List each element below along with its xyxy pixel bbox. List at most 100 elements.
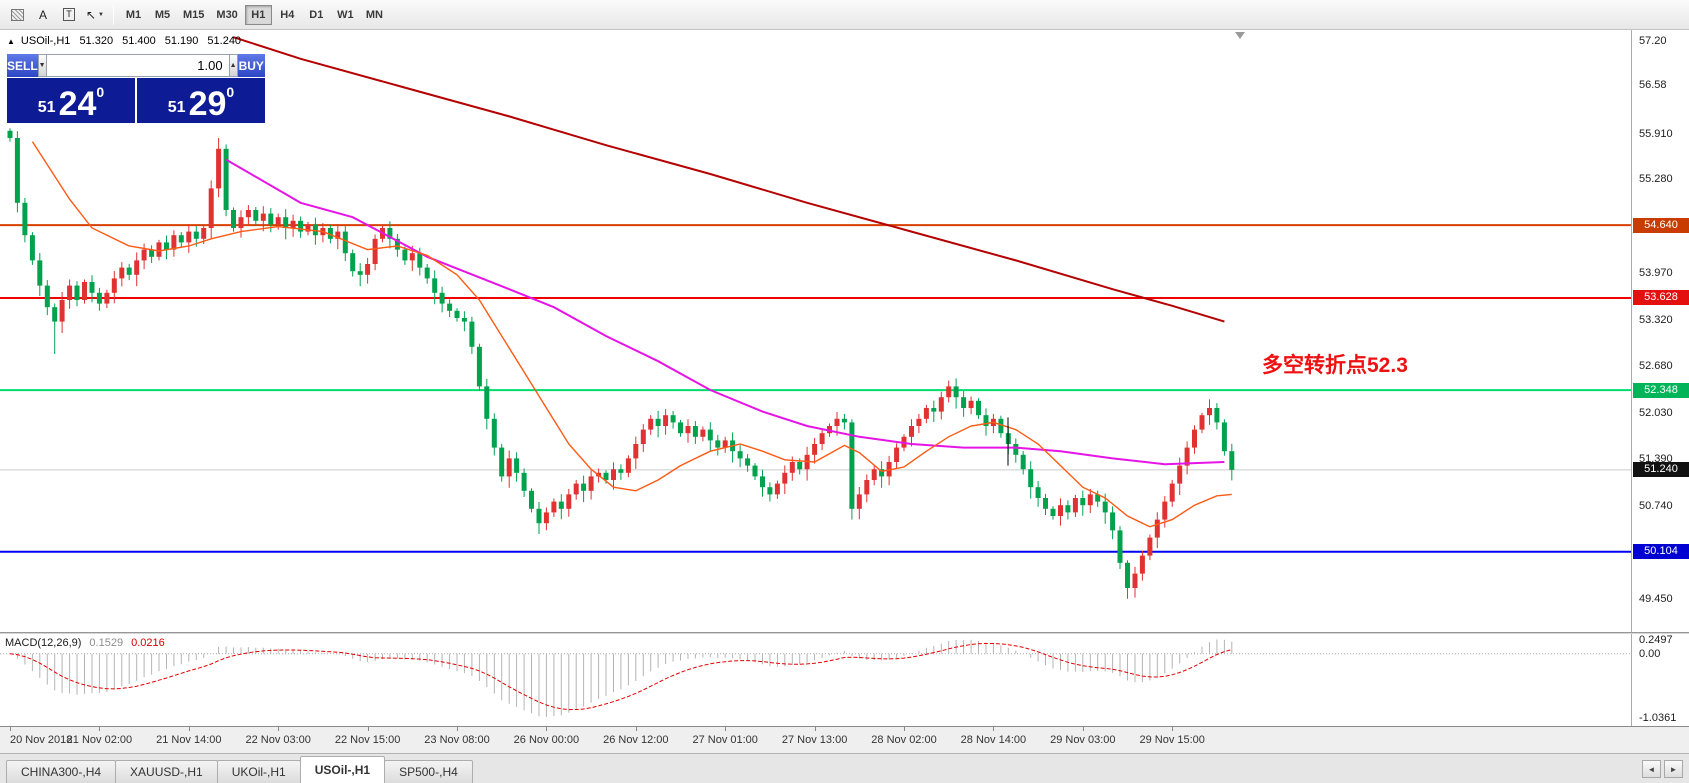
buy-button[interactable]: BUY [237, 54, 265, 77]
volume-decrease-button[interactable]: ▼ [37, 54, 47, 77]
tab-scroll-right-button[interactable]: ► [1664, 760, 1683, 778]
price-tick: 51.390 [1639, 453, 1673, 466]
time-label: 27 Nov 01:00 [692, 734, 758, 746]
price-tick: 52.680 [1639, 360, 1673, 373]
price-tick: 53.320 [1639, 314, 1673, 327]
one-click-trade-panel: SELL ▼ ▲ BUY 51 24 0 51 29 0 [7, 54, 265, 123]
timeframe-m5[interactable]: M5 [154, 8, 171, 21]
macd-indicator-label: MACD(12,26,9) 0.1529 0.0216 [5, 637, 165, 649]
time-tick-mark [367, 727, 369, 731]
trade-panel-controls-row: SELL ▼ ▲ BUY [7, 54, 265, 77]
time-label: 22 Nov 03:00 [245, 734, 311, 746]
macd-pane: MACD(12,26,9) 0.1529 0.0216 [0, 634, 1632, 726]
tab-scroll-controls: ◄ ► [1642, 760, 1683, 783]
timeframe-m30[interactable]: M30 [216, 8, 238, 21]
price-pane[interactable]: ▲ USOil-,H1 51.320 51.400 51.190 51.240 … [0, 30, 1632, 632]
toolbar: A T ↖ ▼ M1 M5 M15 M30 H1 H4 D1 W1 MN [0, 0, 1689, 30]
sell-button[interactable]: SELL [7, 54, 38, 77]
macd-chart-svg [0, 639, 1631, 717]
sell-price-display[interactable]: 51 24 0 [7, 78, 135, 123]
time-label: 22 Nov 15:00 [334, 734, 401, 746]
price-tick: 50.740 [1639, 499, 1673, 512]
drawing-tools-group: A T ↖ ▼ [5, 4, 107, 26]
time-label: 20 Nov 2018 [10, 734, 73, 746]
time-label: 26 Nov 00:00 [513, 734, 580, 746]
time-label: 26 Nov 12:00 [603, 734, 669, 746]
tab-china300-h4[interactable]: CHINA300-,H4 [6, 760, 117, 783]
timeframe-h1[interactable]: H1 [244, 4, 272, 25]
volume-input[interactable] [46, 54, 229, 77]
time-label: 29 Nov 03:00 [1050, 734, 1116, 746]
timeframe-h4[interactable]: H4 [280, 8, 295, 21]
time-label: 28 Nov 02:00 [871, 734, 937, 746]
sell-price-big: 24 [58, 85, 97, 124]
macd-main-value: 0.1529 [89, 637, 124, 649]
time-tick-mark [904, 727, 905, 731]
macd-tick: 0.00 [1639, 647, 1661, 660]
time-label: 27 Nov 13:00 [781, 734, 848, 746]
time-tick-mark [278, 727, 280, 731]
price-tag: 51.240 [1633, 462, 1689, 478]
sell-price-small: 51 [37, 99, 56, 116]
timeframe-mn[interactable]: MN [365, 8, 383, 21]
time-tick-mark [546, 727, 548, 731]
price-tick: 49.450 [1639, 592, 1673, 605]
arrows-tool-icon[interactable]: ↖ ▼ [83, 4, 107, 26]
price-chart-svg [0, 36, 1631, 599]
arrows-glyph: ↖ [85, 7, 97, 22]
toolbar-separator [113, 4, 114, 25]
time-tick-mark [635, 727, 637, 731]
horizontal-level-lines [0, 224, 1631, 553]
text-label-tool-icon[interactable]: A [31, 4, 55, 26]
candlesticks [7, 128, 1235, 599]
macd-signal-value: 0.0216 [131, 637, 165, 649]
timeframe-m15[interactable]: M15 [183, 8, 205, 21]
text-tool-icon[interactable]: T [57, 4, 81, 26]
buy-price-small: 51 [167, 99, 186, 116]
price-tick: 53.970 [1639, 267, 1673, 280]
time-label: 28 Nov 14:00 [960, 734, 1027, 746]
macd-name: MACD(12,26,9) [5, 637, 82, 649]
time-axis[interactable]: 20 Nov 2018 21 Nov 02:00 21 Nov 14:00 22 No… [0, 726, 1689, 753]
time-label: 21 Nov 14:00 [156, 734, 222, 746]
tab-scroll-left-button[interactable]: ◄ [1642, 760, 1661, 778]
time-tick-mark [1172, 727, 1174, 731]
price-tick: 55.910 [1639, 127, 1673, 140]
chart-area: ▲ USOil-,H1 51.320 51.400 51.190 51.240 … [0, 30, 1689, 753]
tab-ukoil-h1[interactable]: UKOil-,H1 [216, 760, 301, 783]
time-tick-mark [814, 727, 816, 731]
time-tick-mark [1082, 727, 1084, 731]
trade-panel-price-row: 51 24 0 51 29 0 [7, 78, 265, 123]
time-tick-mark [99, 727, 101, 731]
buy-price-sup: 0 [226, 84, 235, 100]
price-axis[interactable]: 57.20 56.58 55.910 55.280 54.640 53.970 53.320… [1633, 30, 1689, 632]
timeframe-m1[interactable]: M1 [125, 8, 142, 21]
tab-sp500-h4[interactable]: SP500-,H4 [384, 760, 473, 783]
price-tick: 56.58 [1639, 79, 1667, 92]
symbol-ohlc-line: ▲ USOil-,H1 51.320 51.400 51.190 51.240 [7, 35, 241, 47]
slow-ma-red [233, 36, 1225, 323]
price-tick: 55.280 [1639, 173, 1673, 186]
timeframe-d1[interactable]: D1 [309, 8, 324, 21]
price-tag: 50.104 [1633, 544, 1689, 560]
chart-shift-marker-icon[interactable] [1235, 32, 1245, 39]
buy-price-big: 29 [188, 85, 227, 124]
pattern-icon [10, 8, 24, 21]
tab-xauusd-h1[interactable]: XAUUSD-,H1 [115, 760, 218, 783]
ohlc-open: 51.320 [79, 35, 114, 47]
pattern-tool-icon[interactable] [5, 4, 29, 26]
collapse-panel-icon[interactable]: ▲ [7, 36, 15, 46]
volume-increase-button[interactable]: ▲ [228, 54, 238, 77]
price-tick: 52.030 [1639, 407, 1673, 420]
buy-price-display[interactable]: 51 29 0 [137, 78, 265, 123]
pane-separator[interactable] [0, 632, 1689, 634]
text-label-glyph: A [38, 7, 47, 22]
tab-usoil-h1[interactable]: USOil-,H1 [299, 756, 386, 783]
timeframe-w1[interactable]: W1 [337, 8, 354, 21]
price-tick: 57.20 [1639, 34, 1667, 47]
ohlc-low: 51.190 [164, 35, 199, 47]
sell-price-sup: 0 [96, 84, 105, 100]
chart-tab-bar: CHINA300-,H4 XAUUSD-,H1 UKOil-,H1 USOil-,H1… [0, 753, 1689, 783]
time-tick-mark [188, 727, 190, 731]
price-tag: 53.628 [1633, 290, 1689, 306]
